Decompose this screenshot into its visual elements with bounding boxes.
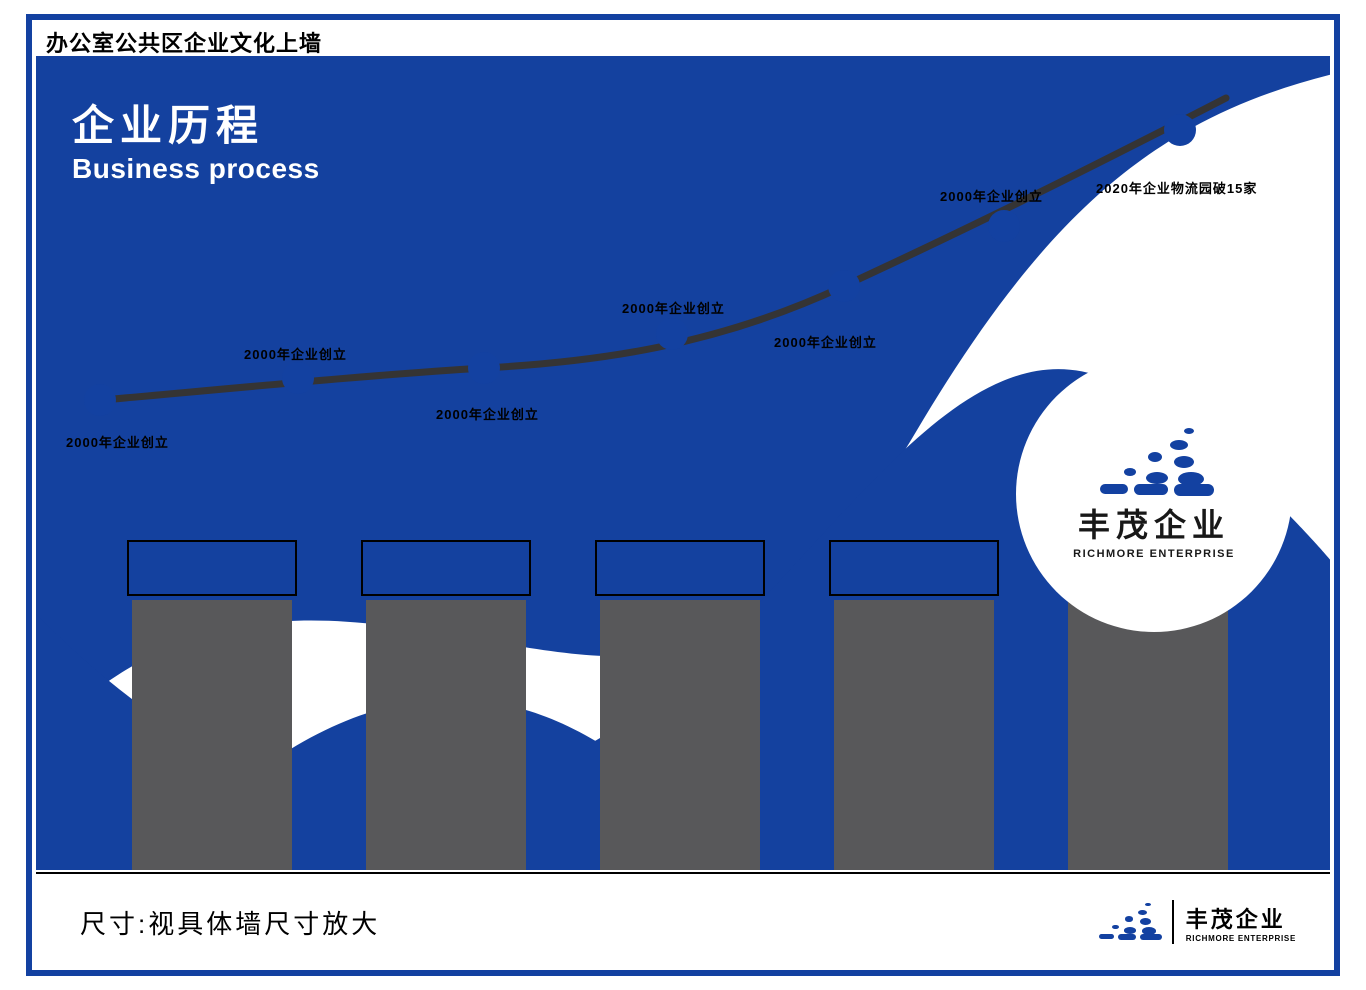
timeline-label: 2000年企业创立 bbox=[774, 332, 877, 351]
pillar-cap bbox=[127, 540, 297, 596]
footer-logo-mark bbox=[1096, 903, 1160, 941]
title-cn: 企业历程 bbox=[72, 92, 320, 153]
pillar bbox=[600, 600, 760, 870]
pillar bbox=[834, 600, 994, 870]
footer-logo: 丰茂企业 RICHMORE ENTERPRISE bbox=[1096, 900, 1296, 944]
footer-logo-cn: 丰茂企业 bbox=[1186, 902, 1296, 934]
logo-circle: 丰茂企业 RICHMORE ENTERPRISE bbox=[1016, 356, 1292, 632]
pillar bbox=[132, 600, 292, 870]
timeline-label: 2000年企业创立 bbox=[436, 404, 539, 423]
footer-logo-separator bbox=[1172, 900, 1174, 944]
logo-en: RICHMORE ENTERPRISE bbox=[1073, 548, 1235, 560]
pillar bbox=[1068, 600, 1228, 870]
pillar bbox=[366, 600, 526, 870]
logo-mark bbox=[1094, 428, 1214, 496]
title-en: Business process bbox=[72, 153, 320, 185]
timeline-label: 2000年企业创立 bbox=[66, 432, 169, 451]
footer-bar: 尺寸:视具体墙尺寸放大 丰茂企业 RICHMORE ENTERPRISE bbox=[36, 872, 1330, 970]
logo-cn: 丰茂企业 bbox=[1078, 500, 1230, 546]
timeline-label: 2000年企业创立 bbox=[622, 298, 725, 317]
timeline-label: 2020年企业物流园破15家 bbox=[1096, 178, 1257, 197]
timeline-label: 2000年企业创立 bbox=[244, 344, 347, 363]
pillar-cap bbox=[829, 540, 999, 596]
footer-text: 尺寸:视具体墙尺寸放大 bbox=[80, 904, 380, 941]
main-canvas: 企业历程 Business process 2000年企业创立 2000年企业创立… bbox=[36, 56, 1330, 870]
pillar-cap bbox=[361, 540, 531, 596]
pillar-cap bbox=[595, 540, 765, 596]
timeline-label: 2000年企业创立 bbox=[940, 186, 1043, 205]
title-block: 企业历程 Business process bbox=[72, 92, 320, 185]
footer-logo-en: RICHMORE ENTERPRISE bbox=[1186, 934, 1296, 943]
